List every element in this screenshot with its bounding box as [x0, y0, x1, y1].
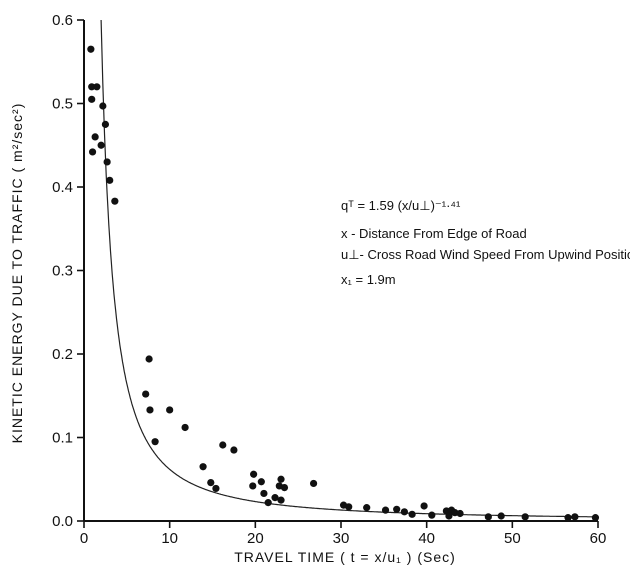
y-tick-label: 0.3	[52, 263, 73, 280]
data-point	[564, 514, 572, 522]
x-tick-label: 60	[590, 530, 607, 547]
x-axis-ticks: 0 10 20 30 40 50 60	[80, 521, 607, 547]
data-point	[151, 438, 159, 446]
data-point	[88, 83, 96, 91]
data-point	[145, 355, 153, 363]
data-point	[103, 158, 111, 166]
data-point	[142, 390, 150, 398]
data-point	[456, 509, 464, 518]
data-point	[181, 423, 189, 432]
y-tick-label: 0.4	[52, 179, 73, 196]
data-point	[271, 494, 279, 502]
data-point	[393, 505, 401, 513]
data-point	[591, 514, 600, 522]
data-point	[408, 510, 416, 518]
data-point	[230, 446, 238, 454]
data-point	[428, 511, 436, 519]
data-point	[88, 95, 96, 103]
x-tick-label: 0	[80, 530, 88, 547]
fit-curve	[100, 19, 598, 518]
data-point	[111, 197, 119, 205]
data-point	[97, 141, 105, 149]
x-tick-label: 40	[418, 530, 435, 547]
data-point	[250, 470, 258, 478]
y-tick-label: 0.1	[52, 430, 73, 447]
data-point	[99, 102, 107, 110]
data-point	[146, 406, 154, 414]
x-tick-label: 50	[504, 530, 521, 547]
x-definition-annotation: x - Distance From Edge of Road	[341, 226, 527, 241]
x1-annotation: x₁ = 1.9m	[341, 272, 396, 287]
y-tick-label: 0.5	[52, 96, 73, 113]
data-point	[309, 479, 318, 488]
x-axis-title: TRAVEL TIME ( t = x/u₁ ) (Sec)	[234, 549, 456, 565]
y-axis-title: KINETIC ENERGY DUE TO TRAFFIC ( m²/sec²)	[9, 103, 25, 444]
data-point	[484, 513, 492, 521]
x-tick-label: 20	[247, 530, 264, 547]
data-point	[381, 506, 390, 514]
data-point	[521, 513, 529, 521]
data-point	[445, 512, 453, 520]
data-point	[497, 512, 505, 520]
data-point	[249, 482, 257, 490]
data-point	[106, 176, 114, 184]
data-point	[400, 508, 408, 516]
data-point	[101, 120, 110, 128]
data-point	[277, 496, 285, 504]
annotations: qᵀ = 1.59 (x/u⊥)⁻¹·⁴¹ x - Distance From …	[341, 198, 630, 287]
x-tick-label: 30	[333, 530, 350, 547]
data-point	[91, 133, 99, 141]
data-point	[87, 45, 95, 53]
data-point	[363, 504, 371, 512]
data-point	[571, 513, 579, 521]
data-point	[257, 478, 265, 486]
data-point	[260, 489, 268, 498]
y-tick-label: 0.6	[52, 12, 73, 29]
u-definition-annotation: u⊥- Cross Road Wind Speed From Upwind Po…	[341, 247, 630, 262]
data-point	[345, 503, 353, 511]
data-point	[277, 475, 285, 483]
x-tick-label: 10	[161, 530, 178, 547]
data-point	[264, 499, 272, 507]
equation-annotation: qᵀ = 1.59 (x/u⊥)⁻¹·⁴¹	[341, 198, 461, 213]
y-tick-label: 0.2	[52, 346, 73, 363]
data-point	[93, 83, 101, 91]
data-points	[87, 45, 600, 522]
data-point	[88, 148, 97, 156]
data-point	[280, 484, 289, 492]
axes	[83, 20, 598, 522]
data-point	[207, 478, 215, 487]
data-point	[212, 484, 220, 493]
data-point	[166, 406, 174, 414]
data-point	[420, 502, 428, 510]
y-tick-label: 0.0	[52, 513, 73, 530]
fit-curve-layer	[100, 19, 598, 518]
data-point	[199, 463, 207, 471]
y-axis-ticks: 0.0 0.1 0.2 0.3 0.4 0.5 0.6	[52, 12, 84, 530]
data-point	[219, 441, 227, 449]
